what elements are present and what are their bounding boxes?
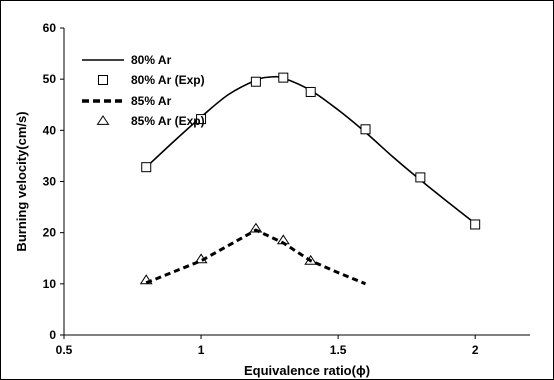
series-85-ar-line <box>145 228 367 286</box>
x-tick-label: 0.5 <box>56 343 73 357</box>
data-point-triangle <box>304 254 318 265</box>
x-tick-label: 1.5 <box>330 343 347 357</box>
data-point-square <box>278 72 289 83</box>
legend-entry-label: 85% Ar <box>131 94 172 108</box>
data-point-square <box>196 114 207 125</box>
legend-entry-label: 80% Ar <box>131 53 172 67</box>
axes: 0 10 20 30 40 50 60 0.5 1 1.5 2 <box>43 21 530 357</box>
x-tick-label: 2 <box>472 343 479 357</box>
legend-marker-sample <box>98 75 108 85</box>
legend-marker-sample <box>96 115 110 125</box>
y-axis-label: Burning velocity(cm/s) <box>14 111 29 251</box>
x-axis-label: Equivalence ratio(ϕ) <box>244 363 370 378</box>
data-point-square <box>250 76 261 87</box>
data-point-triangle <box>139 274 153 285</box>
y-tick-label: 10 <box>43 277 57 291</box>
legend: 80% Ar 80% Ar (Exp) 85% Ar 85% Ar (Exp) <box>82 53 205 128</box>
data-point-triangle <box>249 222 263 233</box>
plot-series <box>139 72 481 286</box>
y-tick-label: 40 <box>43 123 57 137</box>
legend-entry-label: 85% Ar (Exp) <box>131 114 205 128</box>
data-point-triangle <box>276 234 290 245</box>
data-point-square <box>470 219 481 230</box>
data-point-square <box>141 162 152 173</box>
data-point-square <box>415 172 426 183</box>
legend-entry-label: 80% Ar (Exp) <box>131 73 205 87</box>
x-tick-label: 1 <box>198 343 205 357</box>
data-point-square <box>305 86 316 97</box>
y-tick-label: 30 <box>43 175 57 189</box>
y-tick-label: 50 <box>43 72 57 86</box>
data-point-triangle <box>194 253 208 264</box>
y-tick-label: 60 <box>43 21 57 35</box>
data-point-square <box>360 124 371 135</box>
y-tick-label: 0 <box>49 328 56 342</box>
y-tick-label: 20 <box>43 226 57 240</box>
